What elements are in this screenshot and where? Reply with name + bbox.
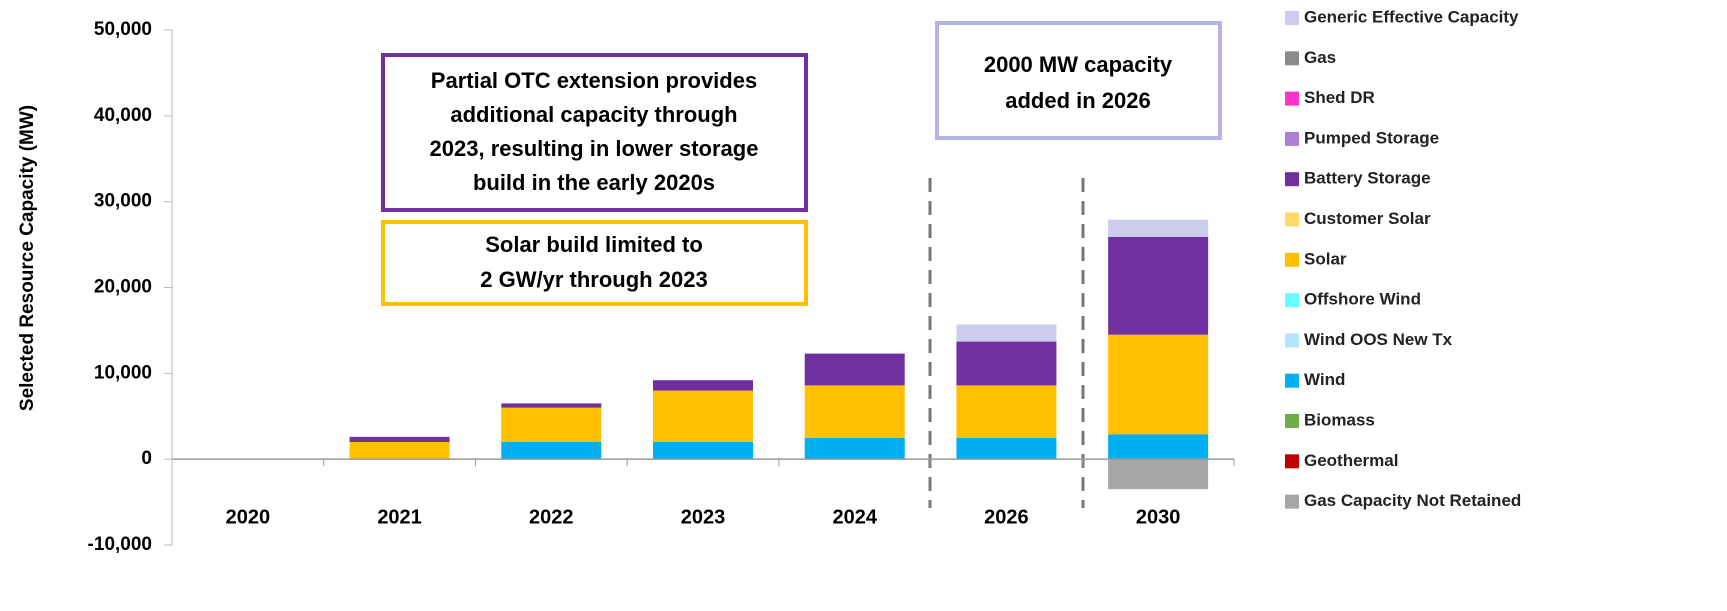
legend-label: Gas Capacity Not Retained bbox=[1304, 491, 1521, 510]
bar-segment bbox=[653, 390, 753, 442]
bar-segment bbox=[804, 353, 905, 386]
legend-swatch bbox=[1285, 51, 1299, 66]
x-tick-label: 2026 bbox=[984, 506, 1029, 528]
annotation-text: Partial OTC extension provides bbox=[431, 68, 757, 93]
legend-swatch bbox=[1285, 373, 1299, 388]
bar-segment bbox=[501, 407, 602, 442]
x-tick-label: 2021 bbox=[377, 506, 422, 528]
legend-label: Wind bbox=[1304, 370, 1345, 389]
bar-segment bbox=[1108, 334, 1209, 435]
legend-swatch bbox=[1285, 494, 1299, 509]
legend-swatch bbox=[1285, 11, 1299, 25]
legend-swatch bbox=[1285, 293, 1299, 308]
bar-segment bbox=[501, 403, 602, 408]
legend-label: Generic Effective Capacity bbox=[1304, 7, 1519, 26]
legend-label: Biomass bbox=[1304, 410, 1375, 429]
legend-label: Gas bbox=[1304, 48, 1336, 67]
y-tick-label: 10,000 bbox=[94, 362, 152, 383]
annotation-box bbox=[381, 53, 808, 212]
legend-swatch bbox=[1285, 454, 1299, 469]
annotation-text: Solar build limited to bbox=[485, 232, 703, 257]
bar-segment bbox=[804, 437, 905, 460]
legend-label: Wind OOS New Tx bbox=[1304, 330, 1453, 349]
annotation-text: added in 2026 bbox=[1005, 88, 1151, 113]
legend-swatch bbox=[1285, 414, 1299, 428]
bar-segment bbox=[956, 341, 1057, 386]
legend-swatch bbox=[1285, 333, 1299, 348]
legend-label: Pumped Storage bbox=[1304, 128, 1439, 147]
legend-swatch bbox=[1285, 252, 1299, 267]
bar-segment bbox=[956, 385, 1057, 438]
annotation-text: build in the early 2020s bbox=[473, 170, 715, 195]
legend-label: Geothermal bbox=[1304, 451, 1398, 470]
y-tick-label: 20,000 bbox=[94, 277, 152, 298]
bar-segment bbox=[1108, 459, 1209, 490]
legend-label: Battery Storage bbox=[1304, 169, 1431, 188]
bar-segment bbox=[1108, 236, 1209, 335]
bar-segment bbox=[1108, 434, 1209, 460]
y-tick-label: 50,000 bbox=[94, 19, 152, 40]
legend-swatch bbox=[1285, 172, 1299, 187]
bar-segment bbox=[956, 324, 1057, 342]
bar-segment bbox=[653, 380, 753, 391]
x-tick-label: 2030 bbox=[1136, 506, 1181, 528]
legend-label: Shed DR bbox=[1304, 88, 1375, 107]
bar-segment bbox=[804, 385, 905, 438]
annotation-text: 2 GW/yr through 2023 bbox=[480, 267, 707, 292]
legend-label: Solar bbox=[1304, 249, 1347, 268]
x-tick-label: 2023 bbox=[681, 506, 726, 528]
legend-swatch bbox=[1285, 91, 1299, 106]
y-tick-label: 30,000 bbox=[94, 191, 152, 212]
annotation-text: 2023, resulting in lower storage bbox=[430, 136, 759, 161]
y-tick-label: 40,000 bbox=[94, 105, 152, 126]
y-tick-label: -10,000 bbox=[88, 534, 152, 555]
annotation-box bbox=[381, 220, 808, 306]
y-tick-label: 0 bbox=[141, 448, 152, 469]
bar-segment bbox=[501, 442, 602, 460]
annotation-box bbox=[935, 21, 1222, 140]
x-tick-label: 2020 bbox=[226, 506, 271, 528]
bar-segment bbox=[349, 442, 450, 460]
annotation-text: 2000 MW capacity bbox=[984, 52, 1173, 77]
annotation-text: additional capacity through bbox=[450, 102, 737, 127]
legend-swatch bbox=[1285, 212, 1299, 227]
legend-swatch bbox=[1285, 131, 1299, 146]
bar-segment bbox=[1108, 219, 1209, 237]
legend-label: Customer Solar bbox=[1304, 209, 1431, 228]
bar-segment bbox=[653, 442, 753, 460]
x-tick-label: 2024 bbox=[832, 506, 877, 528]
legend-label: Offshore Wind bbox=[1304, 290, 1421, 309]
x-tick-label: 2022 bbox=[529, 506, 574, 528]
bar-segment bbox=[956, 437, 1057, 460]
bar-segment bbox=[349, 436, 450, 442]
y-axis-label: Selected Resource Capacity (MW) bbox=[17, 105, 38, 411]
